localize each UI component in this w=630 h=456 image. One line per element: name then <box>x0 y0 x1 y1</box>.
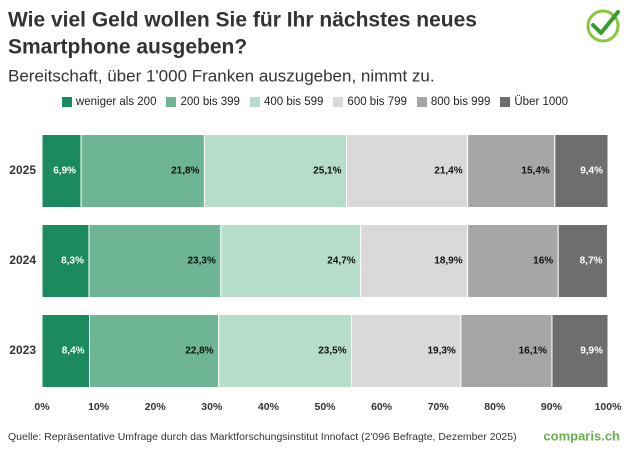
legend-item: Über 1000 <box>500 96 568 108</box>
value-label: 8,7% <box>580 256 603 267</box>
value-label: 6,9% <box>53 166 76 177</box>
chart-subtitle: Bereitschaft, über 1'000 Franken auszuge… <box>8 66 435 85</box>
bar-segment <box>460 314 553 388</box>
legend-swatch <box>416 97 427 107</box>
value-label: 8,3% <box>61 256 84 267</box>
x-tick-label: 100% <box>595 401 623 413</box>
x-tick-label: 40% <box>258 401 280 413</box>
x-tick-label: 80% <box>484 401 506 413</box>
logo-icon <box>586 9 620 43</box>
bar-segment <box>467 134 556 208</box>
legend-label: 200 bis 399 <box>180 96 240 108</box>
logo: comparis.ch <box>543 428 620 443</box>
bar-segment <box>360 224 469 298</box>
value-label: 22,8% <box>185 346 213 357</box>
x-tick-label: 90% <box>541 401 563 413</box>
x-tick-label: 70% <box>428 401 450 413</box>
legend: weniger als 200 200 bis 399 400 bis 599 600… <box>0 96 630 108</box>
value-label: 25,1% <box>313 166 341 177</box>
value-label: 15,4% <box>521 166 549 177</box>
value-label: 24,7% <box>327 256 355 267</box>
bar-segment <box>351 314 462 388</box>
x-tick-label: 20% <box>145 401 167 413</box>
x-tick-label: 60% <box>371 401 393 413</box>
x-tick-label: 10% <box>88 401 110 413</box>
chart-title: Wie viel Geld wollen Sie für Ihr nächste… <box>8 9 477 32</box>
legend-swatch <box>333 97 344 107</box>
legend-swatch <box>500 97 511 107</box>
value-label: 16,1% <box>519 346 547 357</box>
bar-segment <box>80 134 205 208</box>
chart-title: Smartphone ausgeben? <box>8 36 247 59</box>
value-label: 21,4% <box>434 166 462 177</box>
value-label: 23,3% <box>187 256 215 267</box>
value-label: 18,9% <box>434 256 462 267</box>
bar-segment <box>220 224 362 298</box>
legend-label: 400 bis 599 <box>263 96 324 108</box>
value-label: 21,8% <box>171 166 199 177</box>
legend-item: weniger als 200 <box>61 96 157 108</box>
bar-segment <box>551 314 609 388</box>
x-tick-label: 50% <box>314 401 336 413</box>
value-label: 9,4% <box>580 166 603 177</box>
value-label: 19,3% <box>427 346 455 357</box>
y-tick-label: 2024 <box>9 253 36 267</box>
source: Quelle: Repräsentative Umfrage durch das… <box>8 431 517 443</box>
x-tick-label: 30% <box>201 401 223 413</box>
legend-item: 200 bis 399 <box>166 96 240 108</box>
bar-segment <box>218 314 353 388</box>
value-label: 23,5% <box>318 346 346 357</box>
legend-item: 800 bis 999 <box>416 96 491 108</box>
value-label: 16% <box>533 256 553 267</box>
legend-swatch <box>249 97 260 107</box>
bar-segment <box>467 224 559 298</box>
legend-label: Über 1000 <box>514 96 569 108</box>
legend-item: 400 bis 599 <box>249 96 324 108</box>
bar-segment <box>89 314 220 388</box>
bar-segment <box>554 134 609 208</box>
bar-segment <box>346 134 469 208</box>
legend-label: 800 bis 999 <box>430 96 491 108</box>
x-tick-label: 0% <box>34 401 50 413</box>
legend-label: weniger als 200 <box>75 96 157 108</box>
bar-segment <box>41 314 91 388</box>
value-label: 8,4% <box>62 346 85 357</box>
legend-label: 600 bis 799 <box>347 96 407 108</box>
bar-segment <box>88 224 222 298</box>
bar-segment <box>41 134 82 208</box>
bar-segment <box>41 224 90 298</box>
value-label: 9,9% <box>580 346 603 357</box>
legend-swatch <box>61 97 72 107</box>
legend-swatch <box>166 97 177 107</box>
bar-segment <box>557 224 608 298</box>
legend-item: 600 bis 799 <box>333 96 407 108</box>
y-tick-label: 2023 <box>9 343 36 357</box>
y-tick-label: 2025 <box>9 163 36 177</box>
